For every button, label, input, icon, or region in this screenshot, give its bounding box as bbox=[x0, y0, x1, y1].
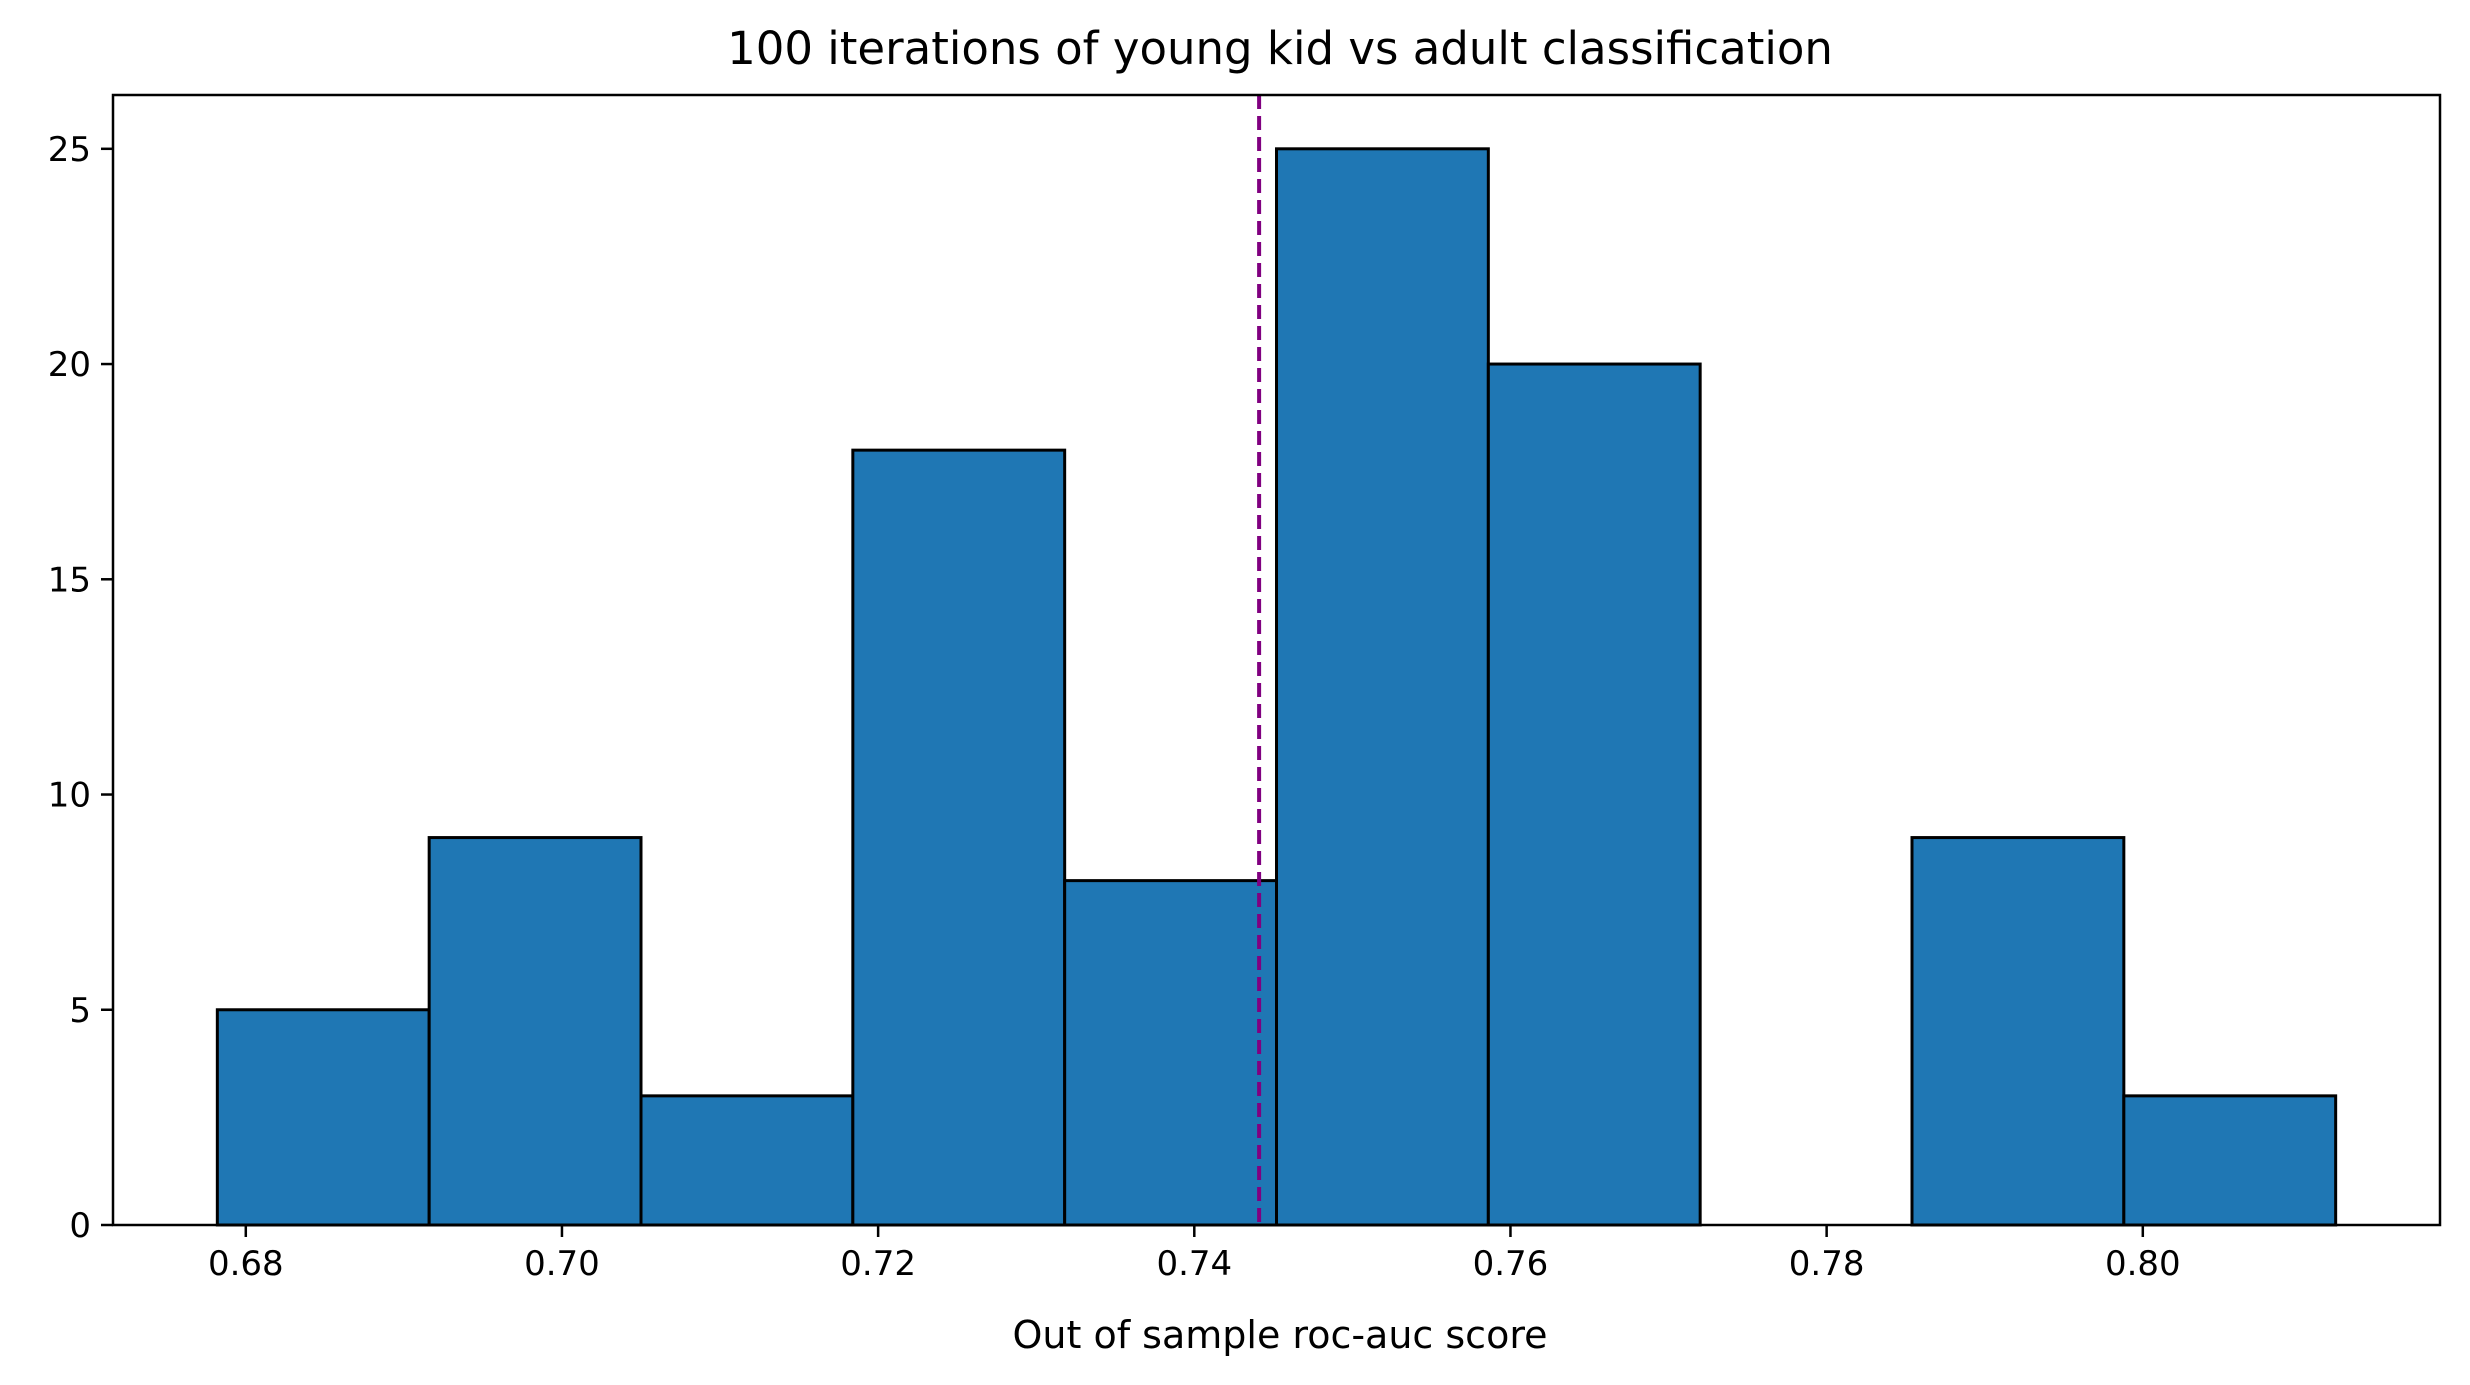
y-tick-label-3: 15 bbox=[48, 560, 91, 600]
histogram-bar-6 bbox=[1486, 362, 1702, 1227]
histogram-bar-8 bbox=[1910, 836, 2126, 1227]
x-tick-label-4: 0.76 bbox=[1473, 1244, 1549, 1284]
y-tick-label-0: 0 bbox=[69, 1206, 91, 1246]
histogram-bar-3 bbox=[851, 448, 1067, 1227]
x-tick-label-5: 0.78 bbox=[1789, 1244, 1865, 1284]
histogram-bar-2 bbox=[639, 1094, 855, 1227]
x-tick-label-2: 0.72 bbox=[840, 1244, 916, 1284]
x-tick-label-0: 0.68 bbox=[208, 1244, 284, 1284]
x-axis-label: Out of sample roc-auc score bbox=[1012, 1313, 1547, 1357]
histogram-bar-0 bbox=[215, 1008, 431, 1227]
bars-group bbox=[215, 147, 2338, 1227]
plot-frame bbox=[111, 93, 2442, 1227]
histogram-bar-5 bbox=[1275, 147, 1490, 1227]
histogram-bar-1 bbox=[427, 836, 643, 1227]
x-tick-label-6: 0.80 bbox=[2105, 1244, 2181, 1284]
histogram-bar-9 bbox=[2122, 1094, 2338, 1227]
x-tick-label-1: 0.70 bbox=[524, 1244, 600, 1284]
chart-title: 100 iterations of young kid vs adult cla… bbox=[727, 22, 1833, 75]
x-tick-label-3: 0.74 bbox=[1156, 1244, 1232, 1284]
y-axis: 0 5 10 15 20 25 bbox=[48, 130, 113, 1246]
y-tick-label-1: 5 bbox=[69, 991, 91, 1031]
y-tick-label-4: 20 bbox=[48, 345, 91, 385]
y-tick-label-5: 25 bbox=[48, 130, 91, 170]
histogram-bar-4 bbox=[1063, 879, 1278, 1227]
x-axis: 0.68 0.70 0.72 0.74 0.76 0.78 0.80 bbox=[208, 1225, 2181, 1284]
y-tick-label-2: 10 bbox=[48, 776, 91, 816]
